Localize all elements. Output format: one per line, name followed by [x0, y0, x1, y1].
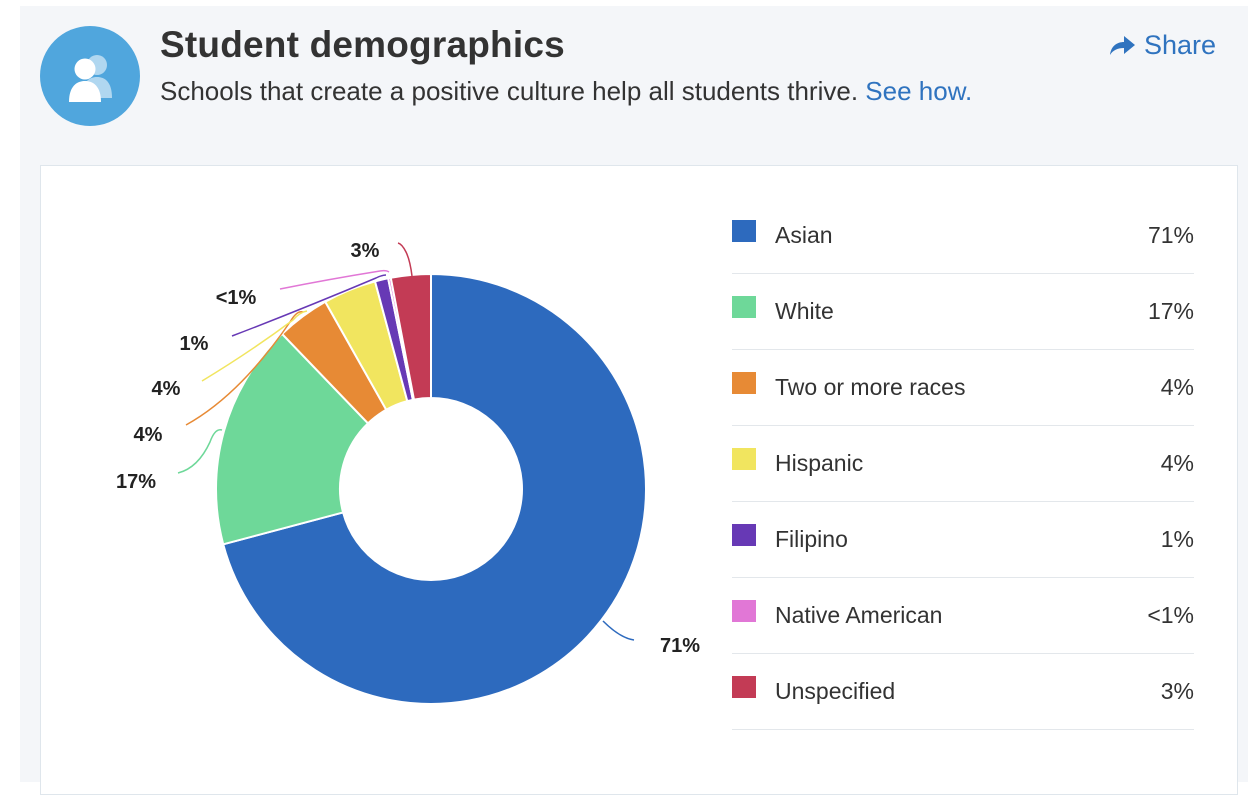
legend-value: 17%: [1147, 298, 1194, 324]
legend-item-hispanic: Hispanic 4%: [732, 426, 1194, 502]
share-button[interactable]: Share: [1108, 30, 1216, 61]
share-arrow-icon: [1110, 35, 1135, 55]
leader-line-white: [177, 429, 223, 474]
slice-unspecified[interactable]: [389, 272, 432, 401]
legend-item-white: White 17%: [732, 274, 1194, 350]
legend-value: 1%: [1160, 526, 1194, 552]
legend-item-two-or-more-races: Two or more races 4%: [732, 350, 1194, 426]
leader-line-native-american: [279, 269, 390, 290]
legend-item-native-american: Native American <1%: [732, 578, 1194, 654]
leader-line-filipino: [231, 274, 387, 337]
data-label-white: 17%: [116, 471, 156, 493]
legend-swatch: [732, 600, 756, 622]
share-label: Share: [1144, 30, 1217, 60]
legend-item-asian: Asian 71%: [732, 198, 1194, 274]
subtitle-text: Schools that create a positive culture h…: [160, 76, 859, 106]
legend-swatch: [732, 296, 756, 318]
data-label-unspecified: 3%: [351, 240, 380, 262]
legend-item-filipino: Filipino 1%: [732, 502, 1194, 578]
legend-label: Unspecified: [775, 678, 896, 704]
legend-swatch: [732, 448, 756, 470]
legend-label: Native American: [775, 602, 943, 628]
legend-value: <1%: [1147, 602, 1194, 628]
legend-swatch: [732, 676, 756, 698]
legend-label: Two or more races: [775, 374, 966, 400]
legend-swatch: [732, 220, 756, 242]
legend-label: Hispanic: [775, 450, 864, 476]
legend-value: 71%: [1147, 222, 1194, 248]
leader-line-hispanic: [201, 310, 308, 382]
chart-legend: Asian 71% White 17% Two or more races 4% Hispa…: [732, 198, 1194, 730]
data-label-asian: 71%: [660, 635, 700, 657]
legend-label: Asian: [775, 222, 833, 248]
people-icon: [69, 55, 112, 102]
leader-line-asian: [602, 620, 635, 641]
legend-swatch: [732, 372, 756, 394]
page-title: Student demographics: [160, 24, 565, 65]
legend-value: 4%: [1160, 450, 1194, 476]
legend-value: 3%: [1160, 678, 1194, 704]
slice-asian[interactable]: [222, 272, 647, 705]
legend-label: White: [775, 298, 834, 324]
legend-label: Filipino: [775, 526, 848, 552]
slice-white[interactable]: [215, 332, 370, 546]
leader-line-two-or-more-races: [185, 310, 304, 426]
legend-item-unspecified: Unspecified 3%: [732, 654, 1194, 730]
avatar: [40, 26, 140, 126]
leader-line-unspecified: [397, 242, 413, 277]
page-subtitle: Schools that create a positive culture h…: [160, 72, 1020, 110]
data-label-native-american: <1%: [216, 287, 257, 309]
data-label-two-or-more-races: 4%: [134, 424, 163, 446]
data-label-filipino: 1%: [180, 333, 209, 355]
legend-value: 4%: [1160, 374, 1194, 400]
legend-swatch: [732, 524, 756, 546]
data-label-hispanic: 4%: [152, 378, 181, 400]
see-how-link[interactable]: See how.: [865, 76, 973, 106]
